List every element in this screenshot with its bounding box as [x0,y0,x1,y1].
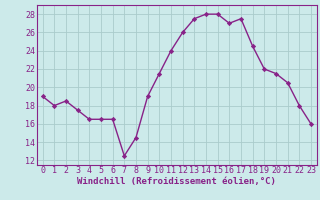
X-axis label: Windchill (Refroidissement éolien,°C): Windchill (Refroidissement éolien,°C) [77,177,276,186]
